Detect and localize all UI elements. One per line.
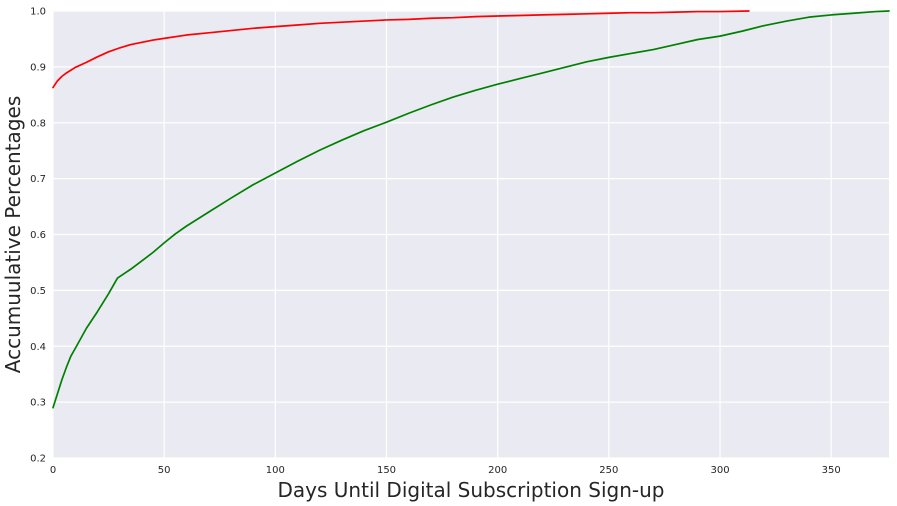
x-tick-label: 0 [50, 465, 56, 476]
series-line-1 [52, 10, 750, 89]
y-tick-label: 0.6 [30, 230, 46, 241]
y-tick-label: 0.3 [30, 398, 46, 409]
x-tick-label: 250 [599, 465, 618, 476]
y-tick-label: 0.2 [30, 454, 46, 465]
x-axis-label: Days Until Digital Subscription Sign-up [278, 478, 665, 502]
y-tick-label: 0.9 [30, 62, 46, 73]
x-tick-label: 350 [822, 465, 841, 476]
series-lines [52, 10, 890, 409]
y-tick-label: 0.5 [30, 286, 46, 297]
x-tick-label: 300 [710, 465, 729, 476]
y-axis-label: Accumuulative Percentages [1, 96, 25, 373]
y-tick-label: 0.7 [30, 174, 46, 185]
series-line-2 [52, 10, 890, 409]
x-tick-label: 200 [488, 465, 507, 476]
x-axis-ticks: 0 50 100 150 200 250 300 350 [50, 465, 841, 476]
x-tick-label: 100 [266, 465, 285, 476]
y-axis-ticks: 0.2 0.3 0.4 0.5 0.6 0.7 0.8 0.9 1.0 [30, 7, 46, 465]
y-tick-label: 0.4 [30, 342, 46, 353]
grid-lines [52, 10, 889, 459]
y-tick-label: 0.8 [30, 118, 46, 129]
y-tick-label: 1.0 [30, 7, 46, 18]
x-tick-label: 150 [377, 465, 396, 476]
x-tick-label: 50 [158, 465, 171, 476]
